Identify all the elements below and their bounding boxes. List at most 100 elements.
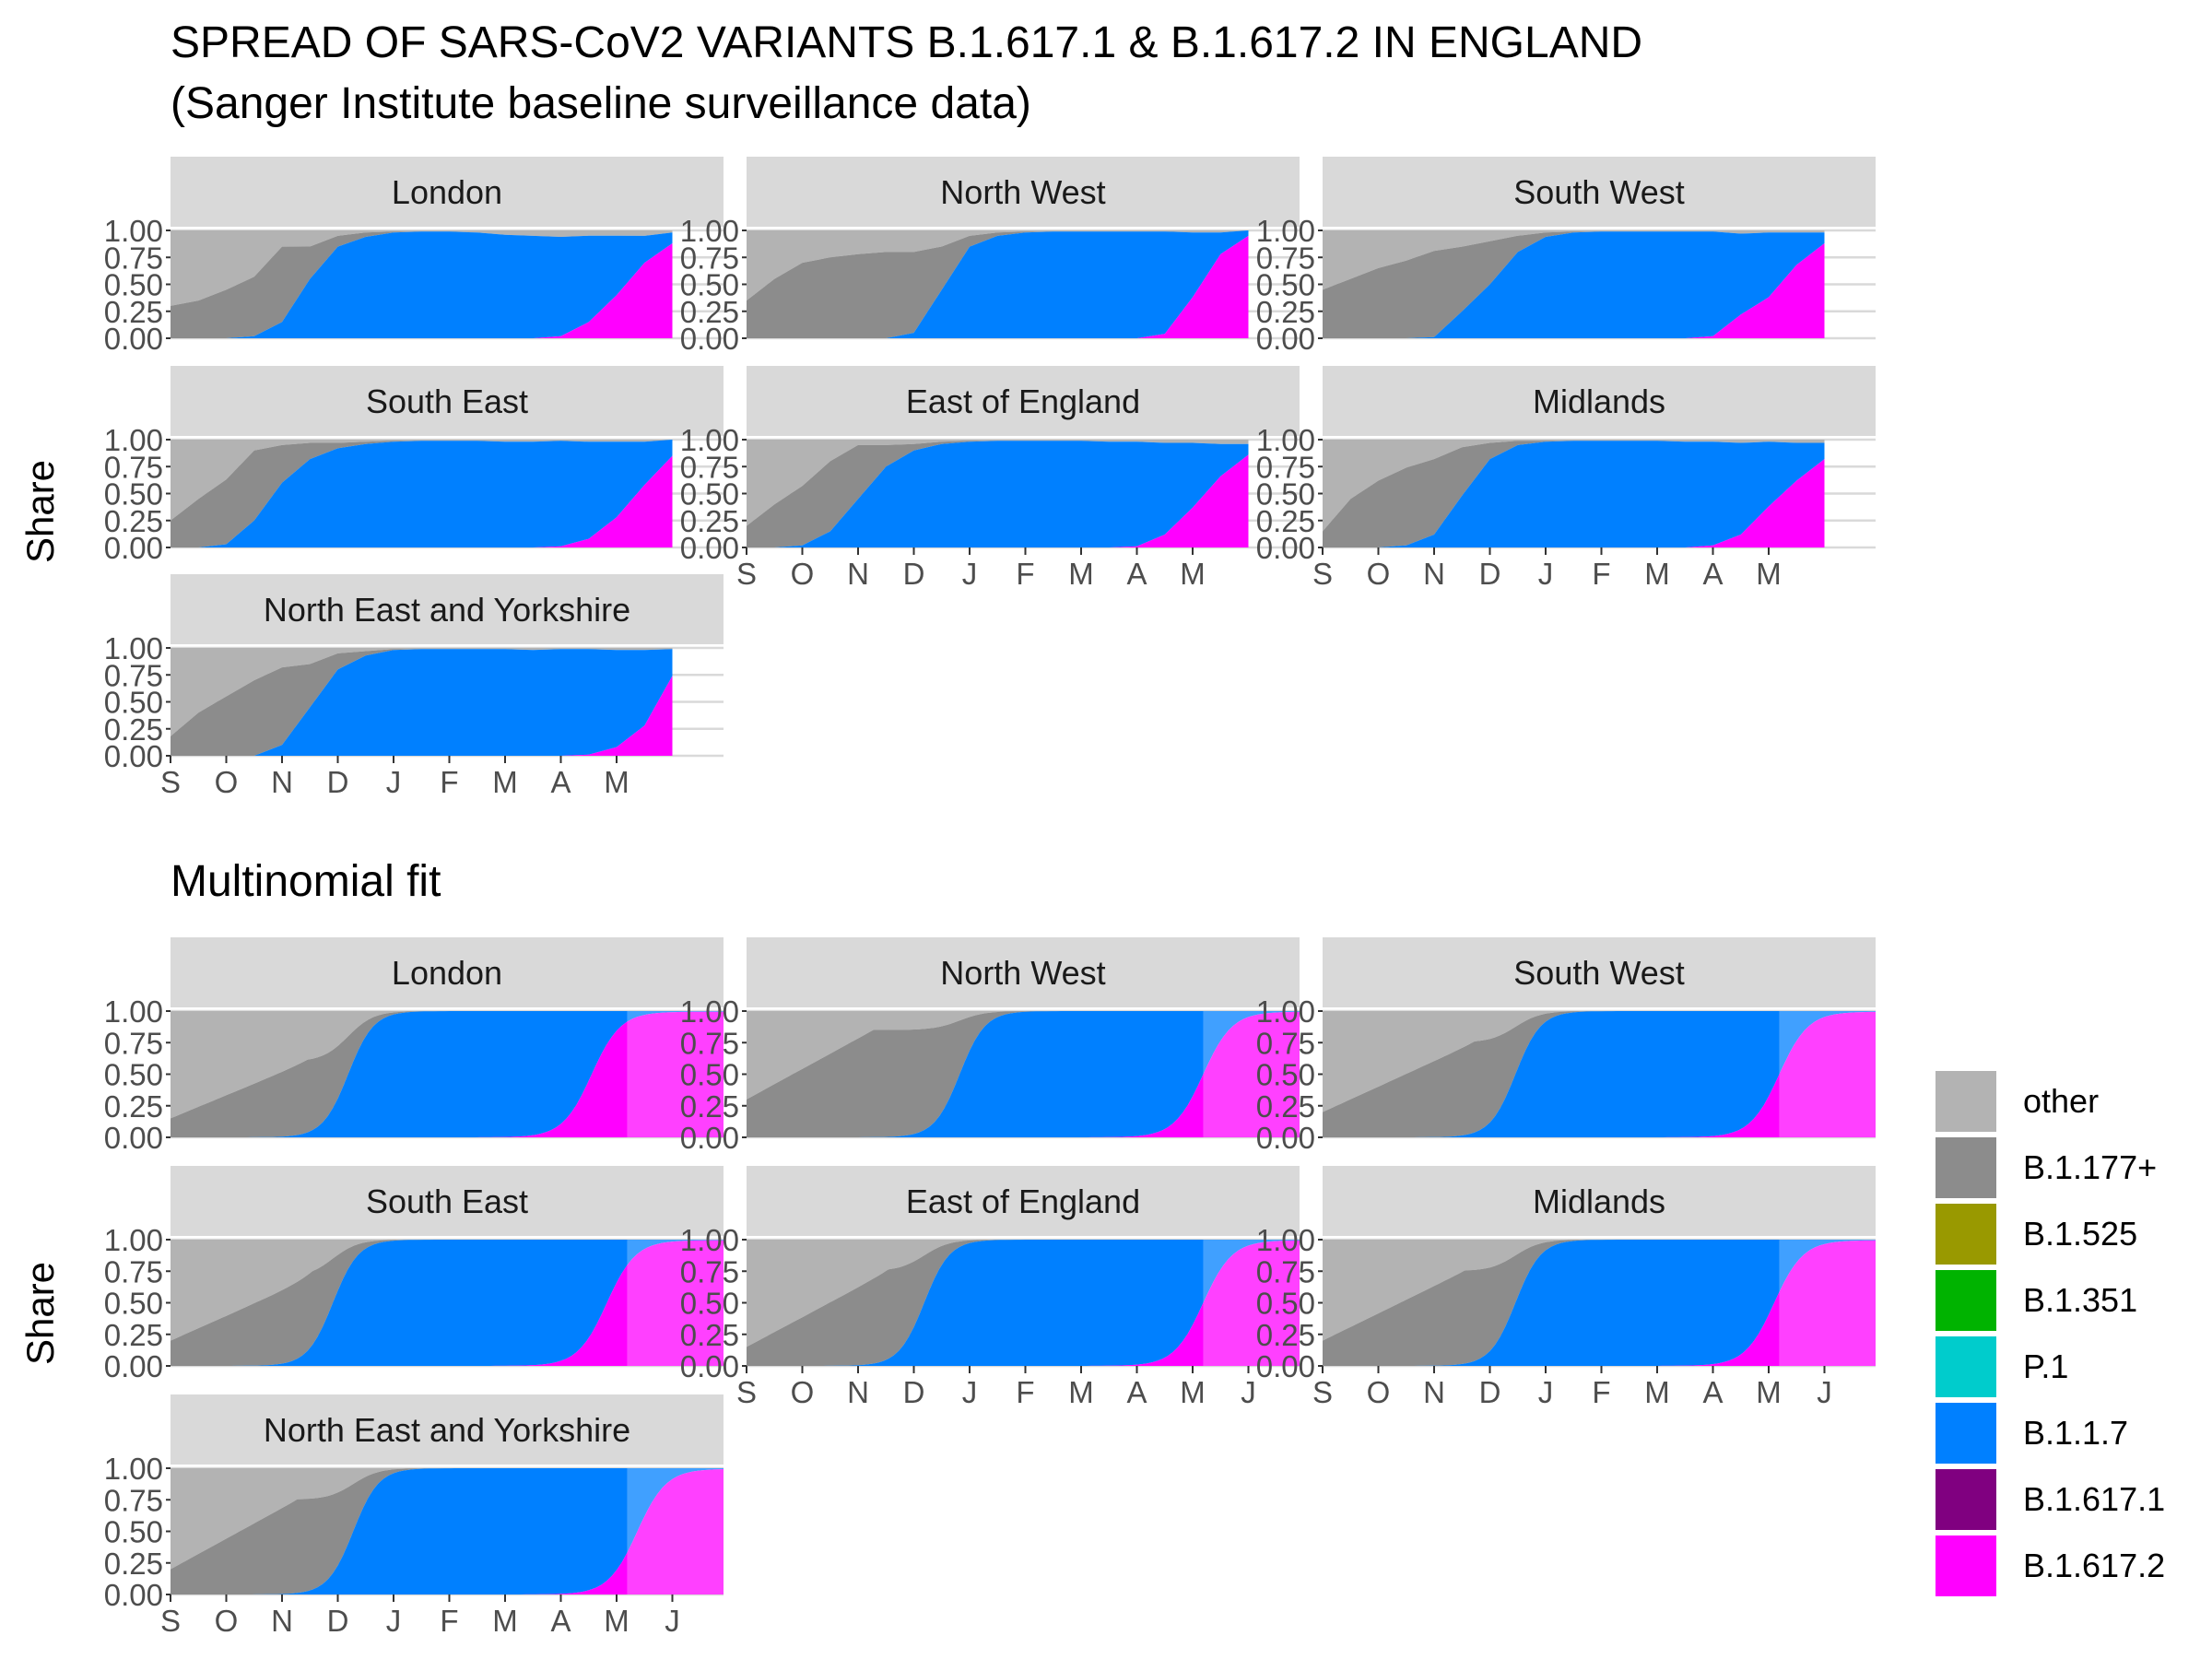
obs-north-east-and-yorkshire-ytick-1: 0.25 [104,712,163,747]
obs-south-west-area-b1177 [1323,231,1825,338]
obs-london-ytick-2: 0.50 [104,268,163,302]
obs-south-west-area-b16172 [1323,243,1825,338]
fit-south-west-ytick-0: 0.00 [1256,1121,1315,1155]
fit-south-west-area-b117 [1323,1011,1876,1137]
obs-east-of-england-ytick-1: 0.25 [680,504,739,538]
obs-north-east-and-yorkshire-ytick-3: 0.75 [104,658,163,692]
obs-east-of-england-xtick-4: J [962,557,978,591]
obs-midlands-xtick-2: N [1423,557,1445,591]
fit-south-west-ytick-4: 1.00 [1256,994,1315,1029]
fit-midlands-area-b16172 [1323,1240,1876,1366]
fit-north-east-and-yorkshire-area-b16172 [171,1469,724,1594]
legend-label-b-1-617-1: B.1.617.1 [2023,1480,2165,1518]
obs-south-east-ytick-2: 0.50 [104,477,163,512]
obs-north-east-and-yorkshire-strip-label: North East and Yorkshire [264,591,630,629]
fit-north-east-and-yorkshire-area-b117 [171,1468,724,1594]
obs-north-east-and-yorkshire-area-b117 [171,649,673,756]
obs-midlands-ytick-0: 0.00 [1256,531,1315,565]
obs-east-of-england-area-b16172 [747,454,1249,547]
fit-east-of-england-xtick-6: M [1068,1375,1094,1409]
fit-london-ytick-2: 0.50 [104,1058,163,1092]
fit-north-east-and-yorkshire-area-b1177 [171,1468,724,1594]
legend-swatch-b-1-617-2 [1936,1535,1996,1596]
obs-east-of-england-xtick-8: M [1180,557,1206,591]
fit-midlands-ytick-4: 1.00 [1256,1223,1315,1257]
obs-east-of-england-xtick-7: A [1126,557,1147,591]
fit-london-ytick-1: 0.25 [104,1089,163,1124]
legend-label-other: other [2023,1082,2099,1120]
obs-east-of-england-xtick-6: M [1068,557,1094,591]
obs-south-east-area-b117 [171,440,673,547]
obs-east-of-england-area-other [747,440,1249,526]
fit-south-east-area-other [171,1240,724,1341]
obs-north-east-and-yorkshire-xtick-0: S [160,765,181,799]
fit-east-of-england-xtick-8: M [1180,1375,1206,1409]
obs-london-area-b117 [171,231,673,338]
legend-label-b-1-617-2: B.1.617.2 [2023,1547,2165,1584]
fit-london-extrapolation-shade [627,1011,724,1137]
legend-label-b-1-351: B.1.351 [2023,1281,2137,1319]
fit-midlands-ytick-2: 0.50 [1256,1287,1315,1321]
fit-east-of-england-ytick-0: 0.00 [680,1349,739,1383]
fit-east-of-england-xtick-9: J [1241,1375,1256,1409]
fit-east-of-england-xtick-7: A [1126,1375,1147,1409]
fit-north-east-and-yorkshire-xtick-9: J [665,1604,680,1638]
fit-east-of-england-area-b117 [747,1240,1300,1366]
legend-swatch-b-1-1-7 [1936,1403,1996,1464]
obs-east-of-england-xtick-3: D [903,557,925,591]
obs-south-west-ytick-4: 1.00 [1256,214,1315,248]
fit-north-east-and-yorkshire-ytick-4: 1.00 [104,1452,163,1486]
fit-south-west-ytick-1: 0.25 [1256,1089,1315,1124]
fit-midlands-xtick-4: J [1538,1375,1554,1409]
obs-east-of-england-xtick-5: F [1016,557,1034,591]
fit-east-of-england-area-b16172 [747,1240,1300,1366]
obs-north-west-ytick-2: 0.50 [680,268,739,302]
fit-south-east-ytick-4: 1.00 [104,1223,163,1257]
fit-midlands-ytick-1: 0.25 [1256,1318,1315,1352]
fit-midlands-xtick-2: N [1423,1375,1445,1409]
obs-north-east-and-yorkshire-xtick-5: F [440,765,458,799]
obs-north-east-and-yorkshire-ytick-4: 1.00 [104,631,163,665]
fit-north-west-area-b117 [747,1011,1300,1137]
obs-midlands-xtick-6: M [1644,557,1670,591]
fit-london-area-b117 [171,1011,724,1137]
fit-east-of-england-xtick-2: N [847,1375,869,1409]
obs-north-east-and-yorkshire-area-other [171,648,673,736]
obs-london-ytick-0: 0.00 [104,322,163,356]
fit-south-east-strip-label: South East [366,1182,528,1220]
obs-south-west-ytick-1: 0.25 [1256,295,1315,329]
obs-midlands-xtick-7: A [1702,557,1723,591]
fit-north-east-and-yorkshire-ytick-2: 0.50 [104,1515,163,1549]
fit-north-east-and-yorkshire-xtick-6: M [492,1604,518,1638]
fit-north-east-and-yorkshire-strip-label: North East and Yorkshire [264,1411,630,1449]
obs-london-ytick-3: 0.75 [104,241,163,275]
fit-east-of-england-area-other [747,1240,1300,1347]
fit-north-east-and-yorkshire-ytick-1: 0.25 [104,1547,163,1581]
obs-south-east-area-other [171,440,673,521]
obs-south-east-area-b16172 [171,455,673,547]
obs-london-area-b16172 [171,243,673,338]
obs-london-area-other [171,230,673,306]
obs-east-of-england-area-b1177 [747,441,1249,547]
obs-east-of-england-area-b117 [747,441,1249,547]
obs-east-of-england-xtick-2: N [847,557,869,591]
fit-london-ytick-0: 0.00 [104,1121,163,1155]
obs-north-west-area-other [747,230,1249,301]
obs-east-of-england-xtick-0: S [736,557,757,591]
fit-midlands-area-b1177 [1323,1240,1876,1366]
fit-north-west-ytick-4: 1.00 [680,994,739,1029]
obs-midlands-ytick-4: 1.00 [1256,423,1315,457]
obs-north-east-and-yorkshire-ytick-2: 0.50 [104,686,163,720]
fit-midlands-area-other [1323,1240,1876,1341]
obs-midlands-xtick-3: D [1479,557,1501,591]
fit-midlands-xtick-6: M [1644,1375,1670,1409]
fit-north-east-and-yorkshire-ytick-3: 0.75 [104,1483,163,1517]
fit-east-of-england-strip [747,1166,1300,1236]
fit-east-of-england-xtick-1: O [791,1375,815,1409]
chart-title-line1: SPREAD OF SARS-CoV2 VARIANTS B.1.617.1 &… [171,18,1642,67]
obs-east-of-england-strip [747,366,1300,436]
fit-midlands-xtick-7: A [1702,1375,1723,1409]
fit-london-ytick-3: 0.75 [104,1026,163,1060]
obs-midlands-xtick-0: S [1312,557,1333,591]
fit-south-west-strip-label: South West [1513,954,1684,992]
